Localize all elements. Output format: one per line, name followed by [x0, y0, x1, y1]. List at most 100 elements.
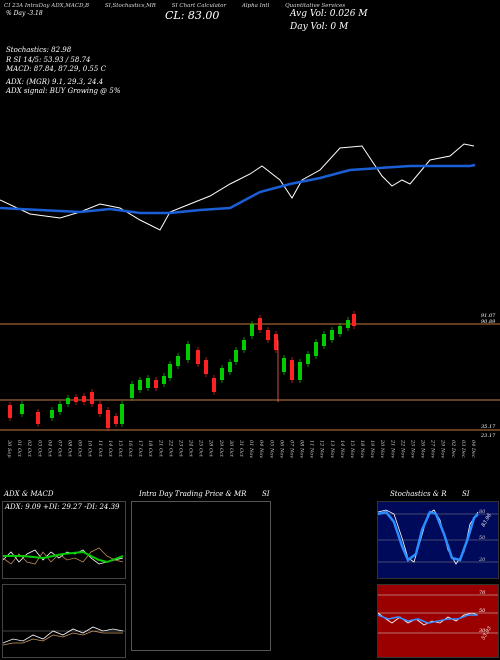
date-label: 14 Nov	[339, 440, 345, 458]
candle	[196, 350, 200, 364]
stoch-d-line	[378, 510, 479, 562]
macd-svg	[3, 626, 125, 646]
adx-panel-title: ADX & MACD	[4, 490, 54, 498]
date-label: 17 Oct	[137, 440, 143, 458]
candle	[176, 356, 180, 366]
date-label: 16 Oct	[127, 440, 133, 458]
candle	[234, 350, 238, 362]
price-label-top: 91.07	[481, 313, 496, 319]
candle	[186, 344, 190, 360]
stoch-level-80: 80	[479, 509, 486, 515]
date-label: 20 Nov	[379, 439, 385, 458]
candle	[338, 326, 342, 334]
header-part-1: CI 23A IntraDay ADX,MACD,B	[4, 3, 90, 9]
adx-panel: ADX: 9.09 +DI: 29.27 -DI: 24.39	[2, 501, 126, 579]
rsi-level-70: 70	[479, 590, 486, 596]
date-label: 18 Oct	[147, 440, 153, 458]
date-label: 23 Oct	[177, 439, 183, 458]
date-label: 06 Nov	[278, 440, 284, 458]
stoch-svg: 80 50 20 83.96	[378, 509, 498, 565]
date-label: 13 Nov	[329, 440, 335, 458]
candle	[130, 384, 134, 398]
candle	[306, 354, 310, 364]
date-label: 11 Nov	[309, 440, 315, 458]
rsi-panel: 70 50 30 53.93	[377, 584, 499, 658]
date-label: 24 Oct	[188, 439, 194, 458]
candle	[274, 334, 278, 350]
date-label: 30 Oct	[228, 440, 234, 458]
date-label: 01 Oct	[16, 440, 22, 458]
candle	[114, 416, 118, 424]
date-label: 02 Dec	[450, 440, 456, 458]
candle	[298, 362, 302, 380]
candle	[90, 392, 94, 404]
rsi-level-30: 30	[479, 628, 486, 634]
header-part-4: Alpha Intl	[241, 3, 270, 9]
candle	[8, 405, 12, 418]
candle	[346, 320, 350, 328]
stoch-panel-si: SI	[462, 490, 470, 498]
main-chart: 91.07 90.89 35.17 23.17 30 Sep 01 Oct 02 O…	[0, 143, 500, 458]
candle	[106, 410, 110, 428]
macd-line	[3, 626, 124, 644]
date-label: 15 Nov	[349, 440, 355, 458]
candle	[322, 334, 326, 346]
price-label-low1: 35.17	[481, 424, 496, 430]
stoch-panel: 80 50 20 83.96	[377, 501, 499, 579]
candle	[82, 396, 86, 402]
di-plus-line	[3, 550, 124, 564]
date-label: 09 Oct	[77, 440, 83, 458]
date-label: 03 Oct	[36, 440, 42, 458]
stoch-level-50: 50	[479, 535, 486, 541]
candle	[66, 398, 70, 404]
candle	[250, 324, 254, 336]
date-label: 07 Nov	[288, 440, 294, 458]
intraday-si: SI	[262, 490, 270, 498]
candle	[58, 404, 62, 412]
rsi-signal-line	[378, 614, 478, 624]
date-label: 26 Nov	[420, 439, 426, 458]
candle	[146, 378, 150, 388]
date-label: 10 Oct	[87, 440, 93, 458]
header-part-2: SI,Stochastics,MR	[104, 3, 156, 9]
header-part-5: Quantitative Services	[285, 3, 346, 9]
date-label: 08 Nov	[299, 440, 305, 458]
candle	[266, 330, 270, 340]
adx-svg	[3, 547, 124, 565]
candle	[212, 378, 216, 392]
candle	[168, 364, 172, 378]
date-label: 25 Nov	[409, 439, 415, 458]
rsi-svg: 70 50 30 53.93	[378, 590, 498, 641]
adx-values: ADX: 9.09 +DI: 29.27 -DI: 24.39	[5, 503, 120, 511]
stoch-level-20: 20	[478, 557, 486, 563]
candle	[242, 340, 246, 350]
candle	[162, 376, 166, 384]
date-label: 29 Oct	[218, 439, 224, 458]
date-label: 25 Oct	[198, 439, 204, 458]
candle	[228, 362, 232, 372]
candle	[290, 360, 294, 380]
candle	[120, 404, 124, 424]
candle	[330, 330, 334, 340]
date-label: 02 Oct	[26, 440, 32, 458]
date-label: 14 Oct	[107, 440, 113, 458]
macd-signal-line	[3, 630, 123, 646]
date-label: 22 Oct	[167, 439, 173, 458]
macd-readout: MACD: 87.84, 87.29, 0.55 C	[6, 65, 106, 73]
date-label: 05 Nov	[268, 440, 274, 458]
candle	[314, 342, 318, 356]
date-label: 28 Oct	[208, 439, 214, 458]
ticker-price: CL: 83.00	[165, 9, 220, 22]
date-label: 11 Oct	[97, 440, 103, 458]
candle	[154, 380, 158, 388]
stoch-readout: Stochastics: 82.98	[6, 46, 72, 54]
candle	[258, 318, 262, 330]
date-label: 27 Nov	[430, 439, 436, 458]
date-label: 01 Nov	[248, 440, 254, 458]
date-label: 04 Dec	[470, 440, 476, 458]
price-label-low2: 23.17	[480, 433, 496, 439]
candle	[98, 404, 102, 414]
date-label: 29 Nov	[440, 439, 446, 458]
header-part-3: SI Chart Calculator	[171, 3, 227, 9]
candle	[36, 412, 40, 424]
